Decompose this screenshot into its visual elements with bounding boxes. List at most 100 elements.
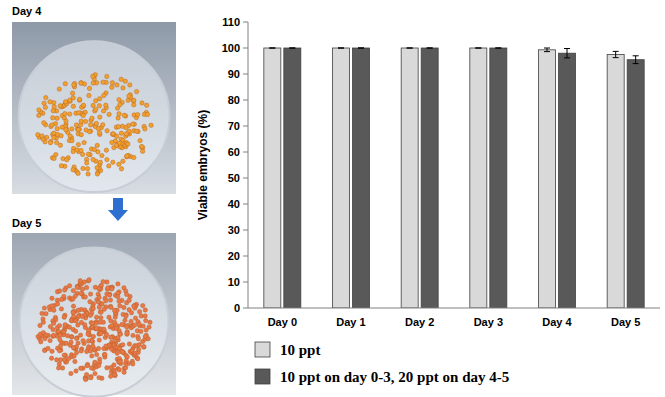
embryo-dot [101, 279, 105, 283]
embryo-dot [70, 127, 74, 131]
embryo-dot [70, 91, 74, 95]
embryo-dot [82, 140, 86, 144]
embryo-dot [97, 286, 101, 290]
embryo-dot [122, 370, 126, 374]
embryo-dot [80, 314, 84, 318]
embryo-dot [72, 314, 76, 318]
embryo-dot [97, 375, 101, 379]
embryo-dot [106, 286, 110, 290]
embryo-dot [52, 105, 56, 109]
embryo-dot [121, 343, 125, 347]
embryo-dot [104, 148, 108, 152]
embryo-dot [51, 109, 55, 113]
x-tick-label: Day 5 [611, 316, 640, 328]
embryo-dot [95, 143, 99, 147]
embryo-dot [83, 295, 87, 299]
embryo-dot [107, 164, 111, 168]
y-tick-label: 80 [228, 94, 240, 106]
embryo-dot [101, 123, 105, 127]
y-tick-label: 60 [228, 146, 240, 158]
embryo-dot [98, 160, 102, 164]
embryo-dot [75, 127, 79, 131]
embryo-dot [52, 131, 56, 135]
embryo-dot [143, 127, 147, 131]
bar [470, 48, 487, 308]
embryo-dot [117, 162, 121, 166]
embryo-dot [55, 302, 59, 306]
embryo-dot [109, 335, 113, 339]
embryo-dot [96, 126, 100, 130]
embryo-dot [72, 354, 76, 358]
error-bar [358, 48, 364, 49]
embryo-dot [124, 314, 128, 318]
embryo-dot [91, 334, 95, 338]
embryo-dot [141, 303, 145, 307]
embryo-dot [98, 97, 102, 101]
embryo-dot [88, 123, 92, 127]
y-tick-label: 20 [228, 250, 240, 262]
embryo-dot [89, 376, 93, 380]
embryo-dot [122, 305, 126, 309]
embryo-dot [71, 288, 75, 292]
error-bar [564, 49, 570, 58]
embryo-dot [59, 134, 63, 138]
embryo-dot [52, 321, 56, 325]
embryo-dot [65, 334, 69, 338]
embryo-dot [48, 141, 52, 145]
embryo-dot [63, 323, 67, 327]
photo-label: Day 5 [12, 217, 41, 229]
y-tick [243, 230, 248, 231]
embryo-dot [121, 159, 125, 163]
embryo-dot [48, 324, 52, 328]
embryo-dot [87, 86, 91, 90]
y-tick [243, 178, 248, 179]
embryo-dot [38, 323, 42, 327]
x-tick-label: Day 4 [542, 316, 572, 328]
embryo-dot [50, 349, 54, 353]
embryo-dot [58, 337, 62, 341]
embryo-dot [62, 315, 66, 319]
embryo-dot [79, 81, 83, 85]
embryo-dot [68, 98, 72, 102]
embryo-dot [85, 364, 89, 368]
embryo-dot [118, 332, 122, 336]
embryo-dot [104, 103, 108, 107]
embryo-dot [59, 307, 63, 311]
embryo-dot [63, 100, 67, 104]
embryo-dot [137, 322, 141, 326]
embryo-dot [105, 157, 109, 161]
legend-label: 10 ppt [280, 342, 320, 358]
bar [607, 55, 624, 309]
embryo-dot [84, 285, 88, 289]
embryo-dot [98, 310, 102, 314]
y-tick [243, 256, 248, 257]
embryo-dot [80, 287, 84, 291]
embryo-dot [120, 350, 124, 354]
embryo-dot [74, 319, 78, 323]
embryo-dot [71, 104, 75, 108]
embryo-dot [90, 321, 94, 325]
embryo-dot [104, 332, 108, 336]
y-tick-label: 100 [222, 42, 240, 54]
y-axis [248, 22, 249, 308]
embryo-dot [110, 81, 114, 85]
embryo-dot [97, 131, 101, 135]
embryo-dot [129, 319, 133, 323]
embryo-dot [93, 371, 97, 375]
embryo-dot [88, 292, 92, 296]
legend-label: 10 ppt on day 0-3, 20 ppt on day 4-5 [280, 369, 509, 385]
embryo-dot [97, 104, 101, 108]
embryo-dot [52, 135, 56, 139]
embryo-dot [58, 143, 62, 147]
embryo-dot [96, 346, 100, 350]
bar [284, 48, 301, 308]
embryo-dot [97, 338, 101, 342]
figure: Day 4Day 50102030405060708090100110Viabl… [0, 0, 665, 397]
embryo-dot [62, 288, 66, 292]
embryo-dot [91, 103, 95, 107]
embryo-dot [77, 97, 81, 101]
embryo-dot [115, 83, 119, 87]
embryo-dot [75, 285, 79, 289]
embryo-dot [94, 107, 98, 111]
embryo-dot [69, 371, 73, 375]
